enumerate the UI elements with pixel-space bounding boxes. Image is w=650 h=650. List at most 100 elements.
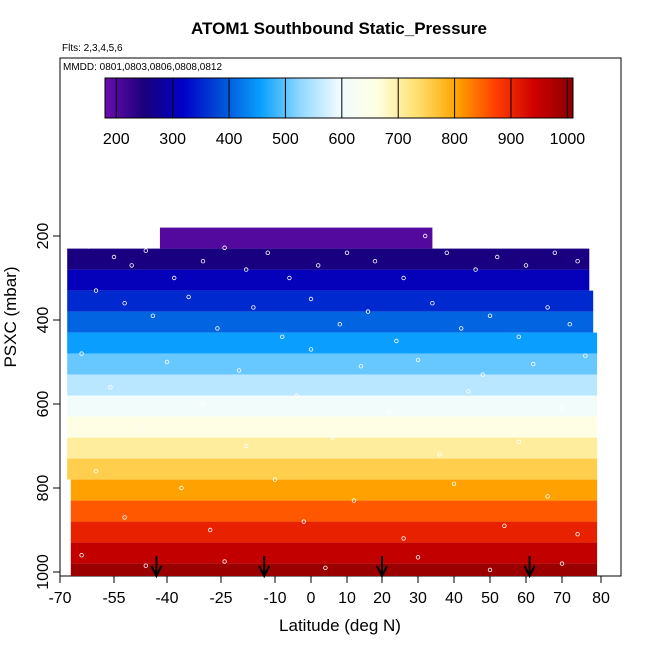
sample-point — [236, 368, 242, 373]
colorbar-bar — [104, 77, 574, 119]
dates-note: MMDD: 0801,0803,0806,0808,0812 — [63, 62, 223, 73]
x-tick-label: -10 — [263, 590, 286, 607]
sample-point — [86, 244, 91, 249]
sample-point — [222, 559, 227, 564]
sample-point — [552, 250, 557, 255]
colorbar-tick-label: 800 — [441, 131, 468, 148]
sample-point — [308, 347, 314, 352]
x-tick-label: -55 — [102, 590, 125, 607]
sample-point — [401, 536, 406, 541]
sample-point — [79, 553, 84, 558]
sample-point — [308, 296, 314, 302]
sample-point — [523, 263, 529, 268]
sample-point — [200, 401, 206, 407]
x-tick-label: 20 — [373, 590, 391, 607]
sample-point — [79, 351, 84, 356]
sample-point — [164, 359, 170, 365]
sample-point — [207, 527, 213, 533]
sample-point — [200, 259, 206, 264]
x-tick-label: 30 — [409, 590, 427, 607]
heatmap-cell — [67, 374, 598, 396]
y-axis-title: PSXC (mbar) — [1, 266, 20, 367]
sample-point — [287, 275, 292, 281]
sample-point — [143, 563, 148, 568]
colorbar-tick-label: 1000 — [550, 131, 586, 148]
heatmap-cell — [67, 458, 598, 480]
sample-point — [545, 305, 550, 310]
x-tick-label: 70 — [553, 590, 571, 607]
sample-point — [387, 410, 392, 415]
heatmap-cell — [67, 437, 598, 459]
sample-point — [323, 565, 328, 570]
sample-point — [136, 427, 141, 432]
sample-point — [451, 481, 457, 486]
sample-point — [93, 288, 99, 293]
flight-arrow — [523, 556, 536, 579]
sample-point — [430, 301, 435, 306]
sample-point — [502, 523, 507, 528]
heatmap-cell — [67, 353, 598, 375]
y-tick-label: 400 — [35, 307, 52, 334]
flight-arrow — [150, 556, 163, 579]
sample-point — [93, 469, 99, 474]
sample-point — [466, 389, 471, 394]
sample-point — [122, 301, 127, 306]
sample-point — [111, 254, 117, 260]
heatmap-cell — [67, 269, 590, 291]
sample-point — [372, 259, 378, 264]
sample-point — [394, 338, 399, 344]
colorbar-tick-label: 400 — [216, 131, 243, 148]
sample-point — [358, 364, 364, 369]
sample-point — [575, 532, 580, 537]
sample-point — [473, 267, 478, 272]
sample-point — [567, 322, 572, 327]
colorbar-tick-label: 500 — [272, 131, 299, 148]
sample-point — [575, 259, 580, 264]
sample-point — [516, 334, 521, 339]
x-tick-label: 40 — [445, 590, 463, 607]
sample-point — [423, 233, 428, 239]
colorbar-tick-label: 900 — [498, 131, 525, 148]
heatmap-cell — [67, 248, 590, 270]
x-tick-label: -70 — [48, 590, 71, 607]
colorbar-tick-label: 600 — [328, 131, 355, 148]
sample-point — [351, 498, 357, 503]
y-tick-label: 200 — [35, 223, 52, 250]
colorbar-tick-label: 700 — [385, 131, 412, 148]
heatmap-cell — [70, 521, 598, 543]
heatmap-cell — [70, 479, 598, 501]
sample-point — [243, 267, 249, 272]
y-tick-label: 800 — [35, 475, 52, 502]
sample-point — [480, 372, 485, 377]
sample-point — [487, 313, 493, 318]
sample-point — [179, 485, 184, 491]
sample-point — [330, 435, 335, 440]
y-axis: 200 400 600 800 1000 — [35, 223, 60, 590]
heatmap-cell — [67, 311, 594, 333]
sample-point — [415, 357, 421, 363]
x-tick-label: 60 — [517, 590, 535, 607]
sample-points — [79, 233, 588, 573]
heatmap-cell — [67, 290, 594, 312]
flight-arrow-head — [258, 565, 271, 579]
sample-point — [559, 406, 565, 411]
sample-point — [150, 313, 156, 318]
heatmap-cell — [67, 416, 598, 438]
heatmap-cell — [67, 395, 598, 417]
x-tick-label: 0 — [307, 590, 316, 607]
heatmap-cell — [159, 227, 433, 249]
colorbar: 200 300 400 500 600 700 800 900 1000 — [103, 77, 586, 148]
x-tick-label: 10 — [338, 590, 356, 607]
sample-point — [415, 555, 421, 560]
sample-point — [215, 326, 220, 331]
heatmap-cell — [70, 563, 598, 576]
x-axis: -70 -55 -40 -25 -10 0 10 20 30 40 50 60 70 80 — [48, 576, 610, 607]
colorbar-tick-label: 200 — [103, 131, 130, 148]
sample-point — [243, 443, 249, 449]
sample-point — [108, 385, 113, 390]
heatmap-rows — [67, 227, 598, 576]
x-tick-label: 80 — [592, 590, 610, 607]
sample-point — [337, 322, 342, 327]
sample-point — [531, 361, 536, 367]
